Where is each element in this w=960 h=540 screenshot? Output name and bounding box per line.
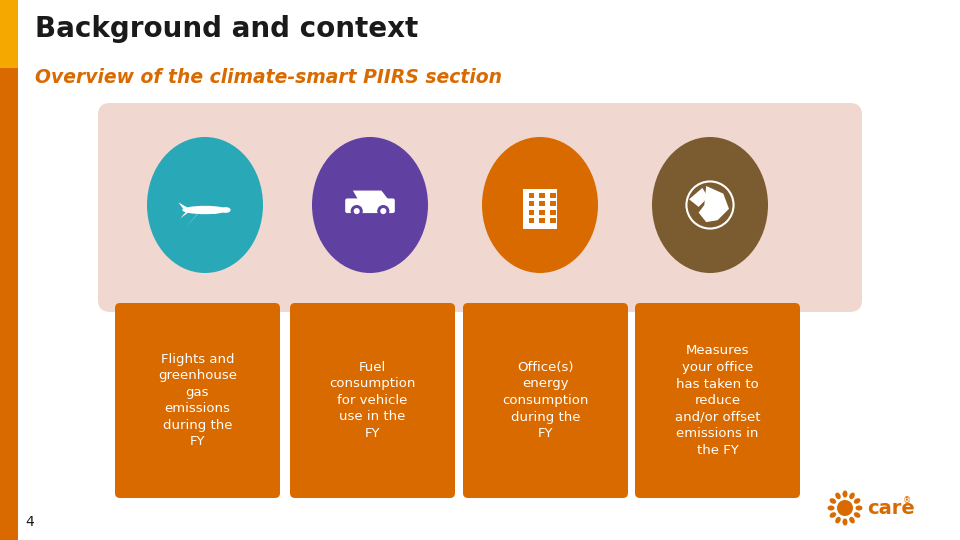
Bar	[529, 210, 535, 214]
FancyBboxPatch shape	[346, 198, 395, 213]
Ellipse shape	[829, 498, 836, 504]
Ellipse shape	[835, 517, 841, 523]
Text: Office(s)
energy
consumption
during the
FY: Office(s) energy consumption during the …	[502, 361, 588, 440]
Bar	[0, 0, 18, 68]
Text: 4: 4	[26, 515, 35, 529]
Ellipse shape	[853, 512, 860, 518]
Text: Measures
your office
has taken to
reduce
and/or offset
emissions in
the FY: Measures your office has taken to reduce…	[675, 345, 760, 456]
Bar	[0, 68, 18, 540]
Ellipse shape	[221, 207, 230, 213]
Circle shape	[350, 205, 363, 217]
Polygon shape	[353, 191, 389, 200]
Polygon shape	[689, 188, 708, 207]
Bar	[540, 210, 545, 214]
Ellipse shape	[182, 206, 228, 214]
Bar	[550, 201, 556, 206]
Ellipse shape	[147, 137, 263, 273]
Bar	[523, 189, 557, 229]
Ellipse shape	[312, 137, 428, 273]
Text: Fuel
consumption
for vehicle
use in the
FY: Fuel consumption for vehicle use in the …	[329, 361, 416, 440]
Ellipse shape	[853, 498, 860, 504]
Bar	[550, 218, 556, 223]
Text: ®: ®	[903, 496, 911, 505]
Ellipse shape	[850, 492, 854, 499]
Text: Background and context: Background and context	[35, 15, 419, 43]
Bar	[550, 193, 556, 198]
FancyBboxPatch shape	[290, 303, 455, 498]
FancyBboxPatch shape	[635, 303, 800, 498]
Ellipse shape	[652, 137, 768, 273]
Bar	[540, 218, 545, 223]
Circle shape	[380, 208, 386, 214]
Circle shape	[377, 205, 390, 217]
FancyBboxPatch shape	[98, 103, 862, 312]
Ellipse shape	[828, 505, 834, 510]
Polygon shape	[699, 186, 729, 222]
Text: Flights and
greenhouse
gas
emissions
during the
FY: Flights and greenhouse gas emissions dur…	[158, 353, 237, 448]
Ellipse shape	[829, 512, 836, 518]
Circle shape	[837, 500, 853, 516]
Polygon shape	[179, 202, 192, 210]
FancyBboxPatch shape	[463, 303, 628, 498]
Polygon shape	[180, 210, 202, 218]
Polygon shape	[186, 210, 216, 227]
Ellipse shape	[482, 137, 598, 273]
Text: Overview of the climate-smart PIIRS section: Overview of the climate-smart PIIRS sect…	[35, 68, 502, 87]
Bar	[550, 210, 556, 214]
Ellipse shape	[835, 492, 841, 499]
Circle shape	[686, 181, 733, 228]
Ellipse shape	[855, 505, 862, 510]
Ellipse shape	[843, 490, 848, 497]
Bar	[529, 201, 535, 206]
Text: care: care	[867, 500, 915, 518]
Ellipse shape	[850, 517, 854, 523]
Ellipse shape	[843, 518, 848, 525]
Circle shape	[353, 208, 360, 214]
FancyBboxPatch shape	[115, 303, 280, 498]
Bar	[540, 193, 545, 198]
Bar	[529, 193, 535, 198]
Bar	[529, 218, 535, 223]
Bar	[540, 201, 545, 206]
